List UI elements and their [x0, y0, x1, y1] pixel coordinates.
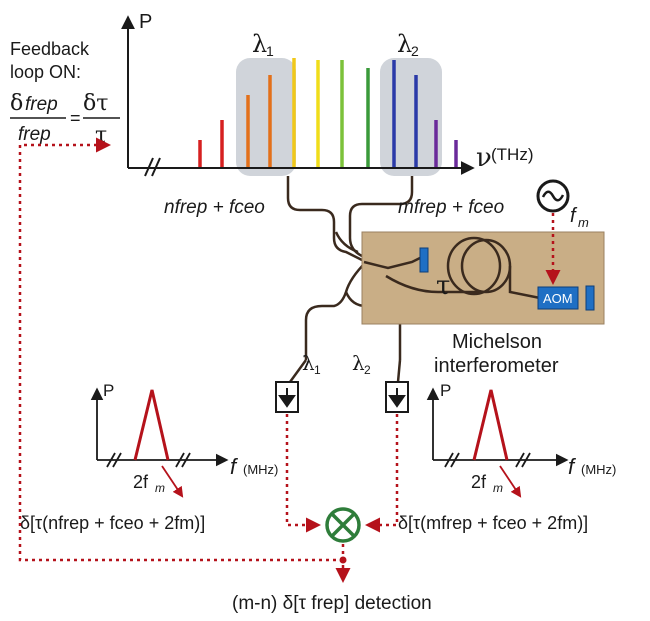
mixer-cross-b	[330, 512, 356, 538]
feedback-junction	[339, 556, 347, 564]
right-break-2b	[521, 452, 531, 468]
fm-sub: m	[578, 215, 589, 230]
left-plot-unit: (MHz)	[243, 462, 278, 477]
right-plot-p: P	[440, 381, 451, 400]
aom-label: AOM	[543, 291, 573, 306]
left-peak	[133, 389, 170, 461]
left-break-1a	[106, 452, 116, 468]
fiber-out-left	[304, 261, 367, 360]
fiber-to-det2	[396, 359, 402, 383]
feedback-frac1-delta: δ	[10, 91, 23, 116]
right-break-1a	[444, 452, 454, 468]
feedback-line1: Feedback	[10, 39, 90, 59]
spectrum-plot: P ν (THz) λ 1 λ 2	[121, 11, 533, 177]
left-rf-plot: P f (MHz) 2f m δ[τ(nfrep + fceo + 2fm)]	[20, 381, 278, 533]
det-lambda2: λ	[352, 351, 365, 375]
end-mirror	[585, 285, 595, 311]
aom-box	[537, 286, 579, 310]
right-rf-plot: P f (MHz) 2f m δ[τ(mfrep + fceo + 2fm)]	[398, 381, 616, 533]
left-break-2a	[175, 452, 185, 468]
spectrum-x-unit: (THz)	[491, 145, 533, 164]
det2-to-mixer	[365, 414, 399, 533]
right-plot-peak-sub: m	[493, 481, 503, 495]
right-formula: δ[τ(mfrep + fceo + 2fm)]	[398, 513, 588, 533]
lambda2-window	[380, 58, 442, 176]
right-plot-unit: (MHz)	[581, 462, 616, 477]
lambda1-sub: 1	[266, 43, 274, 59]
left-peak-pointer	[161, 465, 184, 498]
interferometer-line1: Michelson	[452, 331, 542, 353]
photodiode-1-icon	[278, 388, 296, 408]
rf-source-icon	[536, 179, 570, 213]
left-plot-f: f	[230, 454, 239, 479]
feedback-equals: =	[70, 108, 81, 128]
feedback-frac2-num: δτ	[83, 91, 108, 116]
feedback-line2: loop ON:	[10, 62, 81, 82]
det-lambda2-sub: 2	[364, 363, 371, 377]
left-break-2b	[181, 452, 191, 468]
fiber-coil-outer	[446, 236, 502, 296]
lambda2-label: λ	[397, 30, 412, 58]
photodiode-2-icon	[388, 388, 406, 408]
feedback-loop-path	[18, 137, 343, 562]
fm-label: f	[570, 205, 578, 227]
lambda1-window	[236, 58, 296, 176]
right-peak-pointer	[499, 465, 522, 498]
right-plot-peak: 2f	[471, 472, 487, 492]
tau-label: τ	[436, 271, 450, 301]
axis-break-1	[144, 157, 154, 177]
axis-break-2	[151, 157, 161, 177]
right-peak	[472, 389, 509, 461]
interferometer-line2: interferometer	[434, 355, 559, 377]
panel-fiber-loop	[385, 274, 480, 294]
fiber-to-det1	[288, 359, 308, 383]
signal-paths	[18, 137, 399, 583]
detector-1	[275, 381, 299, 413]
right-plot-f: f	[568, 454, 577, 479]
interferometer-panel	[361, 231, 605, 325]
right-break-1b	[450, 452, 460, 468]
frequency-comb	[198, 58, 458, 167]
lambda1-label: λ	[252, 30, 267, 58]
michelson-interferometer: AOM τ Michelson interferometer	[361, 231, 605, 377]
left-formula: δ[τ(nfrep + fceo + 2fm)]	[20, 513, 205, 533]
right-break-2a	[515, 452, 525, 468]
rf-source: f m	[536, 179, 589, 230]
left-break-1b	[112, 452, 122, 468]
feedback-frac1-num: frep	[25, 94, 58, 115]
det1-to-mixer	[285, 414, 321, 533]
left-plot-peak-sub: m	[155, 481, 165, 495]
sine-wave-icon	[541, 190, 565, 202]
fiber-lambda1-in	[286, 176, 367, 264]
det-lambda1: λ	[302, 351, 315, 375]
mixer	[325, 507, 361, 543]
fiber-coupler-a	[334, 231, 359, 254]
reference-mirror	[419, 247, 429, 273]
right-beat-label: mfrep + fceo	[398, 197, 504, 218]
detector-2	[385, 381, 409, 413]
lambda2-sub: 2	[411, 43, 419, 59]
feedback-frac1-den: frep	[18, 124, 51, 145]
det-lambda1-sub: 1	[314, 363, 321, 377]
left-beat-label: nfrep + fceo	[164, 197, 265, 218]
left-plot-p: P	[103, 381, 114, 400]
detection-label: (m-n) δ[τ frep] detection	[232, 593, 432, 614]
spectrum-x-symbol: ν	[476, 143, 492, 173]
panel-fiber-ref	[363, 256, 421, 270]
left-plot-peak: 2f	[133, 472, 149, 492]
spectrum-p-label: P	[139, 11, 152, 33]
